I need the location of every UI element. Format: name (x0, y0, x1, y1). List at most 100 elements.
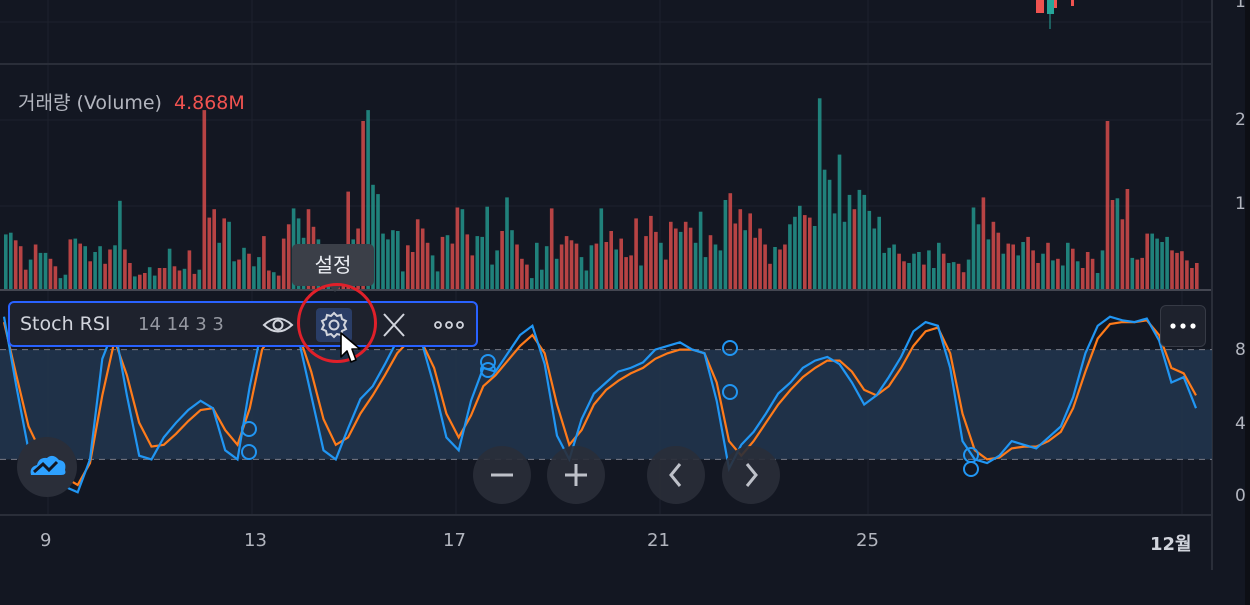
volume-bar (167, 248, 172, 289)
volume-bar (1185, 260, 1189, 289)
candle (1054, 0, 1057, 8)
highlight-circle (297, 283, 377, 363)
volume-bar (525, 264, 529, 289)
volume-bar (93, 252, 97, 289)
indicator-more-button[interactable] (430, 308, 466, 342)
volume-bar (460, 209, 465, 289)
volume-bar (505, 197, 509, 289)
zoom-out-button[interactable] (473, 446, 531, 504)
volume-bar (1026, 236, 1030, 289)
scroll-left-button[interactable] (647, 446, 705, 504)
volume-bar (698, 211, 703, 289)
volume-bar (1090, 258, 1095, 289)
volume-bar (872, 228, 877, 289)
volume-bar (83, 246, 87, 289)
volume-bar (197, 269, 202, 289)
minus-icon (491, 473, 513, 477)
volume-bar (912, 253, 916, 289)
volume-bar (515, 244, 519, 289)
volume-bar (177, 270, 182, 289)
volume-bar (639, 265, 643, 289)
volume-bar (182, 268, 187, 289)
crossover-marker (241, 421, 257, 437)
pane-more-button[interactable] (1160, 305, 1206, 347)
volume-bar (103, 263, 107, 289)
crossover-marker (241, 444, 257, 460)
volume-bar (634, 218, 638, 289)
volume-bar (1071, 248, 1075, 289)
volume-bar (837, 154, 842, 289)
tradingview-logo[interactable] (17, 437, 77, 497)
volume-bar (143, 273, 147, 289)
volume-bar (927, 250, 931, 289)
volume-bar (202, 110, 207, 289)
scroll-right-button[interactable] (722, 446, 780, 504)
volume-bar (420, 228, 425, 289)
indicator-name[interactable]: Stoch RSI (20, 313, 111, 335)
volume-bar (718, 250, 723, 289)
crossover-marker (722, 384, 738, 400)
volume-bar (996, 232, 1001, 289)
volume-bar (465, 234, 470, 289)
volume-bar (53, 266, 58, 289)
volume-bar (485, 206, 489, 289)
more-horizontal-icon (1170, 323, 1196, 329)
volume-bar (28, 259, 33, 289)
volume-bar (852, 209, 857, 289)
volume-bar (574, 243, 579, 289)
volume-bar (951, 262, 956, 289)
candle (1047, 0, 1054, 14)
volume-bar (683, 221, 688, 289)
stoch-k-line (2, 315, 1198, 494)
chevron-left-icon (669, 463, 682, 487)
volume-bar (1155, 238, 1159, 289)
volume-bar (1105, 121, 1110, 289)
volume-bar (1095, 273, 1100, 289)
volume-bar (1110, 200, 1115, 289)
volume-bar (406, 245, 410, 289)
volume-bar (440, 236, 445, 289)
volume-bar (971, 207, 976, 289)
volume-bar (237, 259, 241, 289)
volume-bar (118, 200, 122, 289)
remove-indicator-button[interactable] (376, 308, 412, 342)
volume-bar (1056, 258, 1060, 289)
volume-bar (649, 215, 653, 289)
candle (1071, 0, 1074, 6)
zoom-in-button[interactable] (547, 446, 605, 504)
volume-bar (401, 271, 405, 289)
indicator-legend[interactable]: Stoch RSI 14 14 3 3 (8, 301, 478, 347)
volume-bar (1021, 242, 1025, 289)
eye-icon (262, 317, 294, 333)
close-icon (383, 313, 405, 337)
window-edge (1245, 0, 1250, 605)
volume-bar (217, 242, 221, 289)
volume-bar (981, 197, 986, 289)
volume-bar (162, 268, 167, 289)
volume-bar (1120, 219, 1125, 289)
volume-bar (1125, 189, 1130, 289)
volume-bar (1180, 251, 1184, 289)
volume-bar (708, 235, 713, 289)
volume-bar (877, 216, 881, 289)
volume-bar (13, 240, 18, 289)
volume-bar (1051, 260, 1055, 289)
volume-bar (500, 231, 504, 289)
volume-bar (922, 264, 926, 289)
volume-bar (1140, 257, 1144, 289)
volume-bar (614, 249, 618, 289)
volume-bar (1190, 268, 1194, 289)
volume-legend-title: 거래량 (Volume) (18, 92, 162, 114)
volume-bar (991, 221, 996, 289)
toggle-visibility-button[interactable] (260, 308, 296, 342)
x-axis-label-9: 9 (40, 530, 52, 551)
volume-bar (346, 191, 350, 289)
volume-bar (18, 246, 23, 289)
volume-bar (63, 274, 68, 289)
volume-bar (966, 259, 971, 289)
volume-bar (897, 253, 901, 289)
volume-bar (723, 200, 728, 289)
volume-bar (58, 278, 63, 289)
volume-bar (669, 221, 673, 289)
